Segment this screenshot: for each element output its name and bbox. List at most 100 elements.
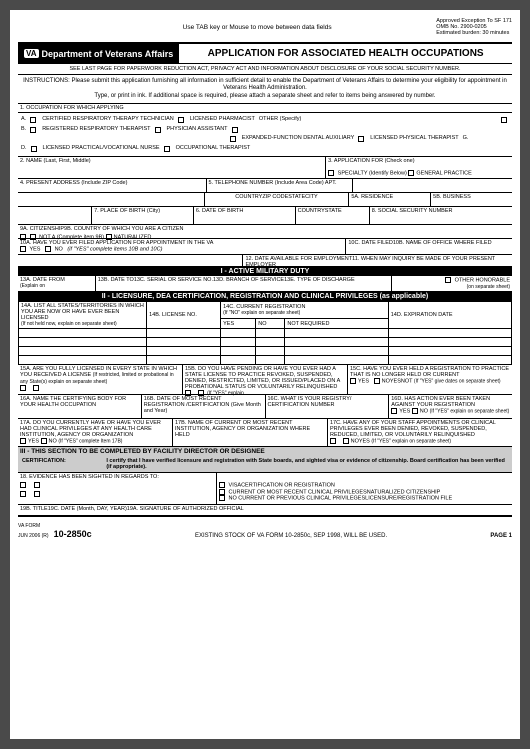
checkbox[interactable] (34, 491, 40, 497)
checkbox[interactable] (164, 146, 170, 152)
checkbox[interactable] (330, 438, 336, 444)
q1d2: OCCUPATIONAL THERAPIST (176, 144, 251, 154)
checkbox[interactable] (232, 127, 238, 133)
q7b: COUNTRYSTATE (296, 207, 370, 224)
q10a-note: (if "YES" complete items 10B and 10C) (67, 247, 162, 253)
checkbox[interactable] (408, 170, 414, 176)
q13c: 13C. SERIAL OR SERVICE NO. (134, 277, 213, 283)
form-date: JUN 2006 (R) (18, 533, 49, 539)
tab-note: Use TAB key or Mouse to move between dat… (78, 18, 436, 31)
stock-note: EXISTING STOCK OF VA FORM 10-2850c, SEP … (195, 533, 387, 539)
checkbox[interactable] (33, 385, 39, 391)
q1d: D. (21, 144, 27, 154)
q3a: SPECIALTY (Identify Below) (338, 171, 407, 177)
checkbox[interactable] (391, 408, 397, 414)
q1a1: CERTIFIED RESPIRATORY THERAPY TECHNICIAN (42, 115, 174, 125)
q5bb[interactable]: 5B. BUSINESS (431, 193, 512, 206)
q1a: A. (21, 115, 26, 125)
checkbox[interactable] (230, 136, 236, 142)
checkbox[interactable] (178, 117, 184, 123)
q9a: 9A. CITIZENSHIP (20, 226, 64, 232)
va-mark: VA (24, 49, 39, 58)
va-logo: VA Department of Veterans Affairs (18, 44, 179, 63)
checkbox[interactable] (350, 378, 356, 384)
q1b: B. (21, 125, 26, 135)
q1b1: REGISTERED RESPIRATORY THERAPIST (42, 125, 150, 135)
form-title: APPLICATION FOR ASSOCIATED HEALTH OCCUPA… (179, 44, 512, 63)
checkbox[interactable] (30, 117, 36, 123)
checkbox[interactable] (445, 277, 451, 283)
q14d[interactable]: 14D. EXPIRATION DATE (388, 302, 511, 329)
checkbox[interactable] (328, 170, 334, 176)
q1a3: OTHER (Specify) (259, 115, 301, 125)
q3: 3. APPLICATION FOR (Check one) SPECIALTY… (326, 157, 512, 178)
checkbox[interactable] (20, 246, 26, 252)
q8[interactable]: 8. SOCIAL SECURITY NUMBER (370, 207, 512, 224)
q18e: NO CURRENT OR PREVIOUS CLINICAL PRIVILEG… (229, 496, 366, 502)
checkbox[interactable] (343, 438, 349, 444)
q18a: VISA (229, 483, 242, 489)
checkbox[interactable] (20, 491, 26, 497)
checkbox[interactable] (45, 246, 51, 252)
top-meta: Use TAB key or Mouse to move between dat… (18, 18, 512, 36)
band2: II - LICENSURE, DEA CERTIFICATION, REGIS… (18, 292, 512, 301)
checkbox[interactable] (412, 408, 418, 414)
q9b: 9B. COUNTRY OF WHICH YOU ARE A CITIZEN (64, 226, 184, 232)
q10c[interactable]: 10C. DATE FILED (348, 240, 393, 246)
q19a[interactable]: 19A. SIGNATURE OF AUTHORIZED OFFICIAL (127, 506, 244, 512)
col-notreq: NOT REQUIRED (285, 319, 388, 329)
q2[interactable]: 2. NAME (Last, First, Middle) (18, 157, 326, 178)
checkbox[interactable] (30, 127, 36, 133)
q5: 5. TELEPHONE NUMBER (Include Area Code) (209, 180, 324, 186)
q5a[interactable]: 5A. RESIDENCE (349, 193, 431, 206)
q17b[interactable]: 17B. NAME OF CURRENT OR MOST RECENT INST… (173, 419, 328, 446)
checkbox[interactable] (34, 482, 40, 488)
note-line: SEE LAST PAGE FOR PAPERWORK REDUCTION AC… (18, 64, 512, 75)
page-num: PAGE 1 (490, 533, 512, 539)
q4[interactable]: 4. PRESENT ADDRESS (Include ZIP Code) (20, 180, 127, 186)
reg-table: 14A. LIST ALL STATES/TERRITORIES IN WHIC… (18, 301, 512, 365)
checkbox[interactable] (219, 482, 225, 488)
dept-name: Department of Veterans Affairs (42, 49, 174, 59)
checkbox[interactable] (20, 385, 26, 391)
q1d1: LICENSED PRACTICAL/VOCATIONAL NURSE (43, 144, 160, 154)
instr-main: INSTRUCTIONS: Please submit this applica… (23, 78, 507, 91)
q5sub: COUNTRYZIP CODESTATECITY (235, 194, 317, 200)
checkbox[interactable] (501, 117, 507, 123)
footer: VA FORM JUN 2006 (R) 10-2850c EXISTING S… (18, 523, 512, 539)
q17a: 17A. DO YOU CURRENTLY HAVE OR HAVE YOU E… (20, 420, 161, 438)
checkbox[interactable] (31, 146, 37, 152)
q6[interactable]: 6. DATE OF BIRTH (194, 207, 296, 224)
q7[interactable]: 7. PLACE OF BIRTH (City) (92, 207, 194, 224)
checkbox[interactable] (20, 482, 26, 488)
q3-label: 3. APPLICATION FOR (Check one) (328, 158, 510, 164)
q5b: APT. (325, 180, 337, 186)
col-yes: YES (221, 319, 256, 329)
col-no: NO (256, 319, 285, 329)
checkbox[interactable] (219, 495, 225, 501)
q1c1: EXPANDED-FUNCTION DENTAL AUXILIARY (242, 134, 355, 144)
q14b[interactable]: 14B. LICENSE NO. (147, 302, 221, 329)
checkbox[interactable] (41, 438, 47, 444)
checkbox[interactable] (358, 136, 364, 142)
checkbox[interactable] (155, 127, 161, 133)
checkbox[interactable] (374, 378, 380, 384)
q15b: 15B. DO YOU HAVE PENDING OR HAVE YOU EVE… (185, 366, 340, 390)
q19b[interactable]: 19B. TITLE (20, 506, 48, 512)
q10b[interactable]: 10B. NAME OF OFFICE WHERE FILED (393, 240, 492, 246)
q1b2: PHYSICIAN ASSISTANT (167, 125, 228, 135)
q16b[interactable]: 16B. DATE OF MOST RECENT REGISTRATION /C… (142, 395, 266, 418)
q18b: CERTIFICATION OR REGISTRATION (241, 483, 335, 489)
checkbox[interactable] (219, 489, 225, 495)
q13b: 13B. DATE TO (98, 277, 134, 283)
q19c[interactable]: 19C. DATE (Month, DAY, YEAR) (48, 506, 127, 512)
q16d: 16D. HAS ACTION EVER BEEN TAKEN AGAINST … (391, 396, 490, 408)
form-page: Use TAB key or Mouse to move between dat… (10, 10, 520, 739)
q1g: G. (463, 134, 469, 144)
header: VA Department of Veterans Affairs APPLIC… (18, 42, 512, 64)
checkbox[interactable] (20, 438, 26, 444)
q1a2: LICENSED PHARMACIST (190, 115, 255, 125)
q18: 18. EVIDENCE HAS BEEN SIGHTED IN REGARDS… (20, 474, 159, 480)
q16c[interactable]: 16C. WHAT IS YOUR REGISTRY/ CERTIFICATIO… (266, 395, 390, 418)
q16a[interactable]: 16A. NAME THE CERTIFYING BODY FOR YOUR H… (18, 395, 142, 418)
